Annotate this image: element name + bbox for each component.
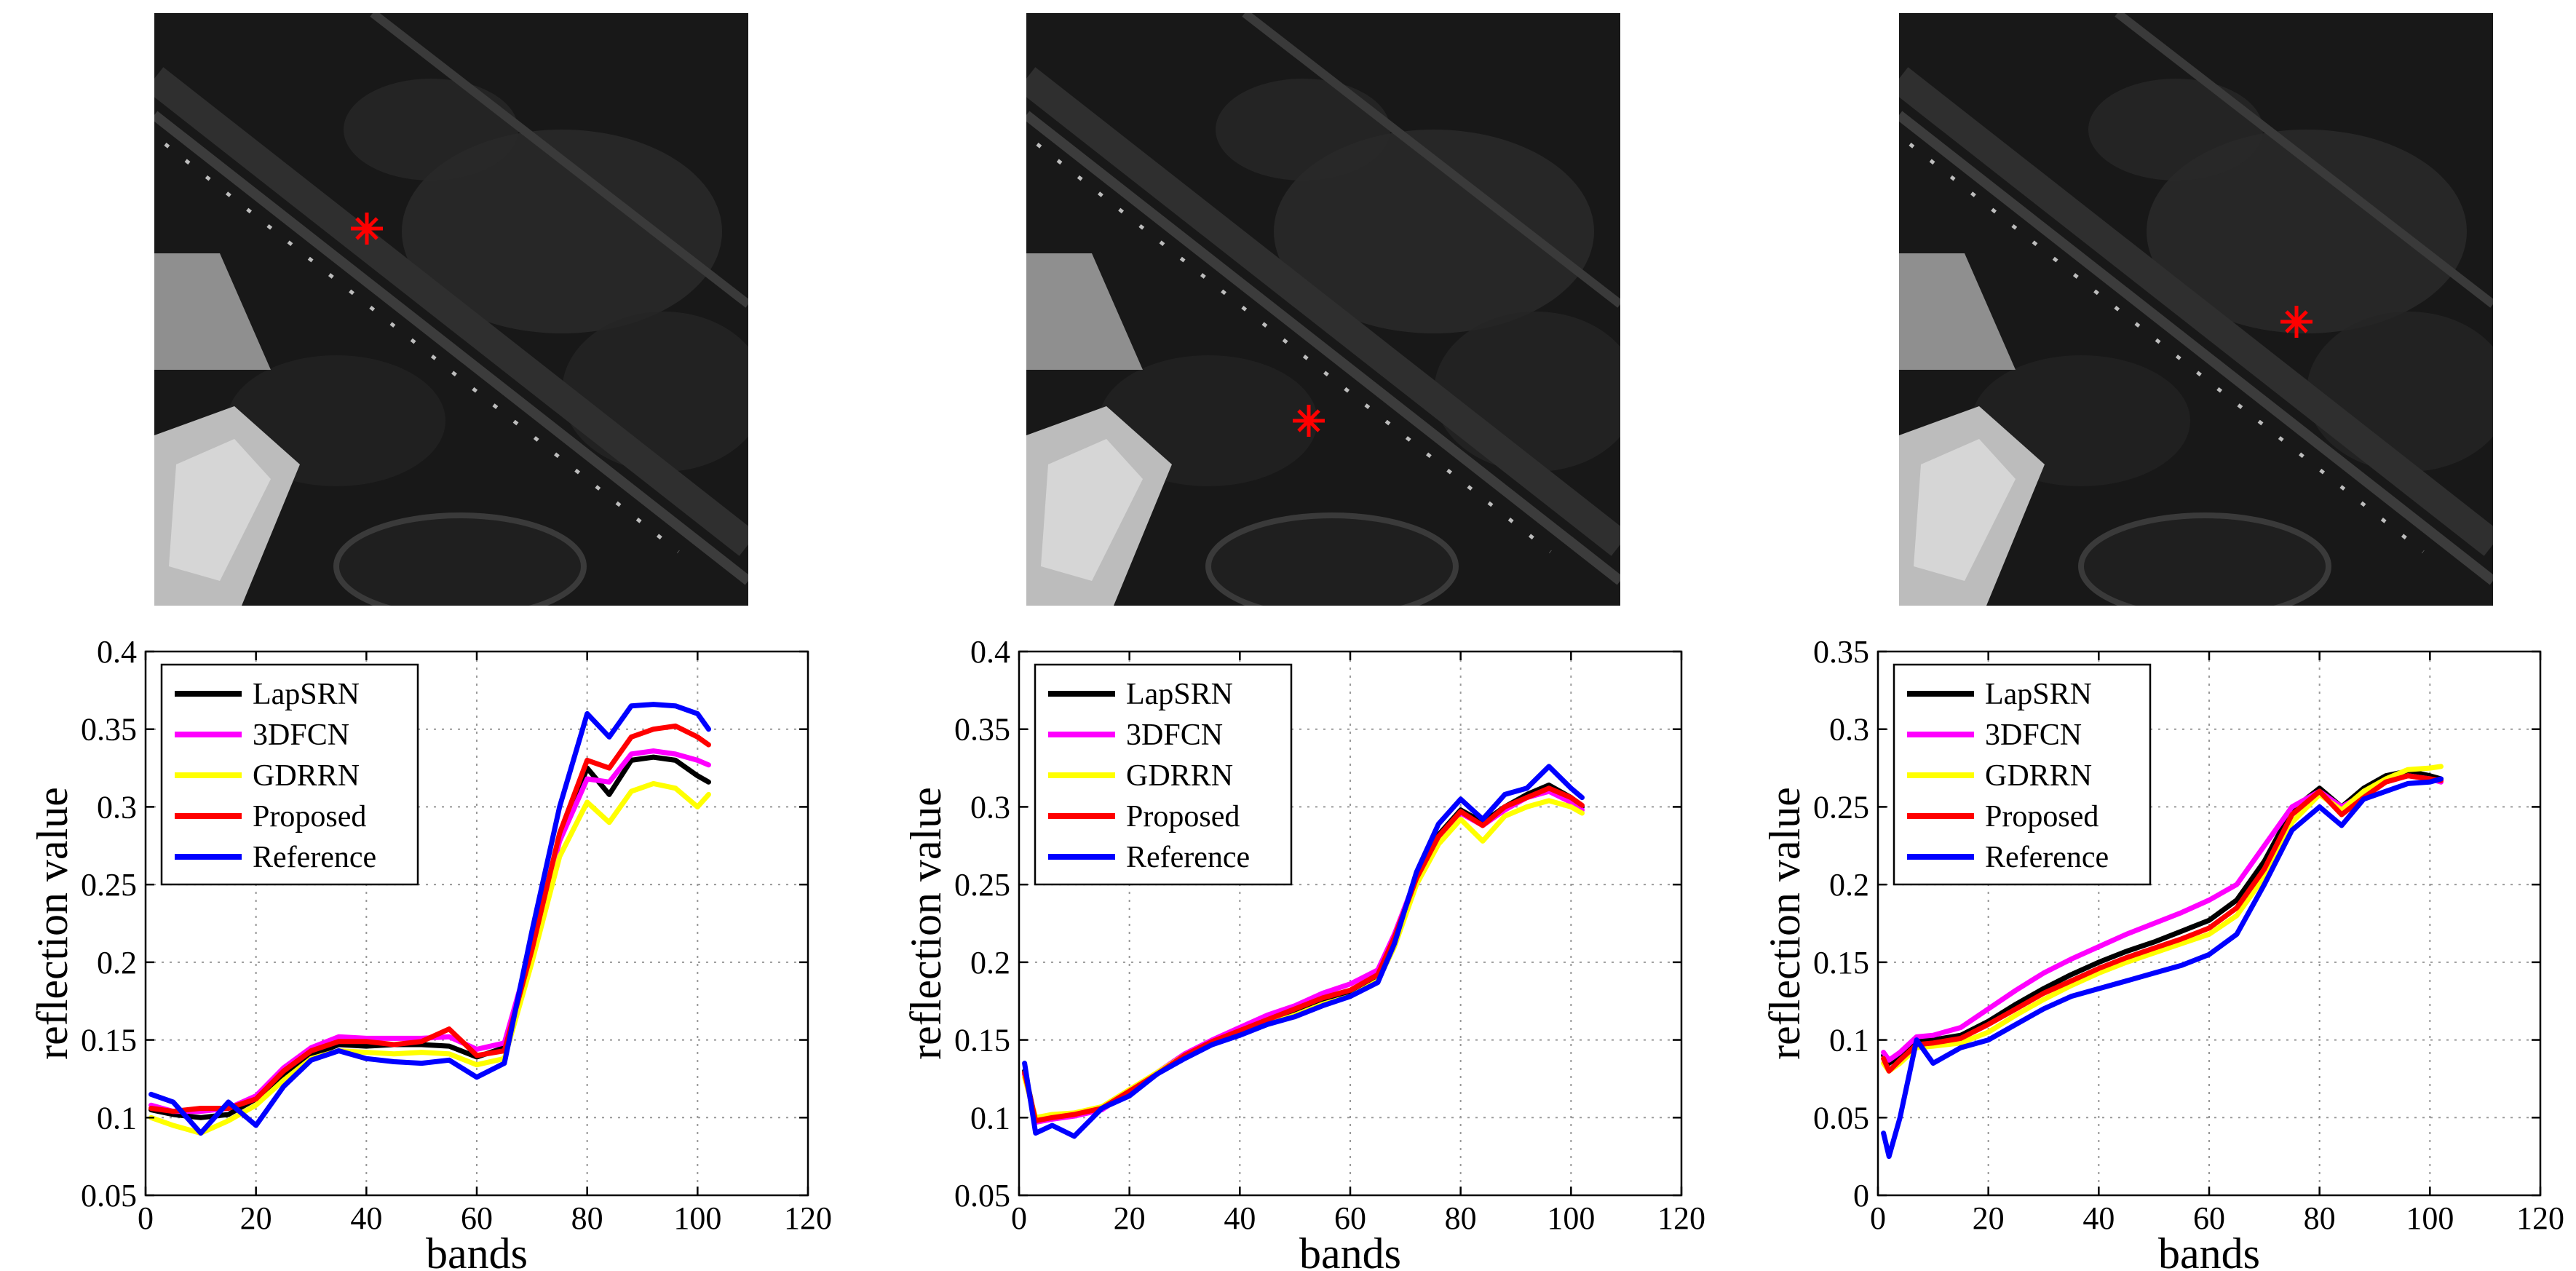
red-asterisk-marker <box>351 213 383 245</box>
x-axis-label: bands <box>1299 1230 1401 1271</box>
spectral-chart-svg-2: 0 20 40 60 80 100 120 0.05 0.1 0.15 0.2 0.25 0.3 0.35… <box>902 634 1705 1271</box>
y-tick-label: 0.15 <box>954 1023 1010 1058</box>
spectral-chart-1: 0 20 40 60 80 100 120 0.05 0.1 0.15 0.2 0.25 0.3 0.35… <box>0 619 844 1271</box>
x-tick-label: 100 <box>1547 1200 1595 1236</box>
legend-entry: Proposed <box>1985 800 2099 834</box>
y-axis-label: reflection value <box>902 787 950 1060</box>
y-tick-label: 0.3 <box>970 789 1010 825</box>
y-tick-label: 0.15 <box>81 1023 137 1058</box>
legend-entry: 3DFCN <box>1985 718 2082 752</box>
pixel-location-image-2 <box>1026 13 1620 606</box>
x-axis-label: bands <box>426 1230 528 1271</box>
y-tick-label: 0.1 <box>97 1100 137 1136</box>
legend-entry: Reference <box>1126 841 1250 874</box>
series-line-lapsrn <box>1881 768 2444 1066</box>
x-tick-label: 0 <box>1870 1200 1886 1236</box>
legend-entry: LapSRN <box>253 678 360 711</box>
legend-entry: Proposed <box>1126 800 1240 834</box>
y-tick-label: 0.4 <box>970 634 1010 670</box>
x-tick-label: 40 <box>350 1200 382 1236</box>
y-tick-label: 0.35 <box>1813 634 1869 670</box>
legend-entry: Reference <box>253 841 376 874</box>
x-tick-label: 120 <box>2516 1200 2564 1236</box>
y-tick-label: 0.3 <box>97 789 137 825</box>
y-tick-label: 0.35 <box>954 712 1010 748</box>
y-tick-label: 0 <box>1853 1178 1869 1213</box>
pixel-location-image-3 <box>1899 13 2493 606</box>
x-tick-label: 40 <box>1224 1200 1256 1236</box>
x-tick-label: 100 <box>673 1200 721 1236</box>
x-tick-label: 80 <box>1445 1200 1477 1236</box>
legend-entry: Proposed <box>253 800 366 834</box>
y-tick-label: 0.1 <box>970 1100 1010 1136</box>
x-tick-label: 60 <box>461 1200 493 1236</box>
y-tick-label: 0.05 <box>954 1178 1010 1213</box>
series-line-gdrrn <box>1881 764 2444 1074</box>
y-tick-label: 0.25 <box>1813 789 1869 825</box>
x-tick-label: 80 <box>571 1200 603 1236</box>
y-tick-label: 0.25 <box>954 867 1010 903</box>
legend-entry: 3DFCN <box>1126 718 1223 752</box>
y-axis-label: reflection value <box>28 787 76 1060</box>
x-tick-label: 120 <box>1657 1200 1705 1236</box>
legend-entry: LapSRN <box>1985 678 2092 711</box>
legend-entry: GDRRN <box>1985 759 2092 793</box>
y-tick-label: 0.2 <box>970 945 1010 981</box>
y-tick-label: 0.3 <box>1829 712 1869 748</box>
x-tick-label: 0 <box>1011 1200 1027 1236</box>
y-tick-label: 0.05 <box>81 1178 137 1213</box>
x-tick-label: 80 <box>2304 1200 2336 1236</box>
series-line-reference <box>148 702 711 1136</box>
y-tick-label: 0.4 <box>97 634 137 670</box>
x-tick-label: 100 <box>2406 1200 2454 1236</box>
x-tick-label: 20 <box>1973 1200 2005 1236</box>
red-asterisk-marker <box>2280 306 2313 338</box>
red-asterisk-marker <box>1293 405 1325 437</box>
legend-entry: 3DFCN <box>253 718 349 752</box>
y-axis-label: reflection value <box>1761 787 1809 1060</box>
spectral-chart-3: 0 20 40 60 80 100 120 0 0.05 0.1 0.15 0.2 0.25 0.3 0.3… <box>1732 619 2576 1271</box>
x-tick-label: 120 <box>784 1200 832 1236</box>
series-line-gdrrn <box>148 780 711 1136</box>
series-line-reference <box>1022 764 1585 1139</box>
spectral-chart-svg-3: 0 20 40 60 80 100 120 0 0.05 0.1 0.15 0.2 0.25 0.3 0.3… <box>1761 634 2564 1271</box>
y-tick-label: 0.2 <box>97 945 137 981</box>
y-tick-label: 0.15 <box>1813 945 1869 981</box>
legend-box <box>160 663 419 886</box>
series-line-reference <box>1881 776 2444 1160</box>
x-tick-label: 0 <box>138 1200 154 1236</box>
x-tick-label: 20 <box>240 1200 272 1236</box>
spectral-chart-svg-1: 0 20 40 60 80 100 120 0.05 0.1 0.15 0.2 0.25 0.3 0.35… <box>28 634 832 1271</box>
x-tick-label: 40 <box>2082 1200 2115 1236</box>
y-tick-label: 0.35 <box>81 712 137 748</box>
y-tick-label: 0.25 <box>81 867 137 903</box>
y-tick-label: 0.2 <box>1829 867 1869 903</box>
pixel-location-image-1 <box>154 13 748 606</box>
legend-entry: LapSRN <box>1126 678 1233 711</box>
legend-entry: GDRRN <box>1126 759 1233 793</box>
x-tick-label: 20 <box>1114 1200 1146 1236</box>
legend-entry: GDRRN <box>253 759 360 793</box>
legend-entry: Reference <box>1985 841 2109 874</box>
y-tick-label: 0.05 <box>1813 1100 1869 1136</box>
y-tick-label: 0.1 <box>1829 1023 1869 1058</box>
x-tick-label: 60 <box>1334 1200 1366 1236</box>
x-axis-label: bands <box>2158 1230 2260 1271</box>
series-line-proposed <box>148 723 711 1114</box>
spectral-chart-2: 0 20 40 60 80 100 120 0.05 0.1 0.15 0.2 0.25 0.3 0.35… <box>873 619 1718 1271</box>
x-tick-label: 60 <box>2193 1200 2225 1236</box>
